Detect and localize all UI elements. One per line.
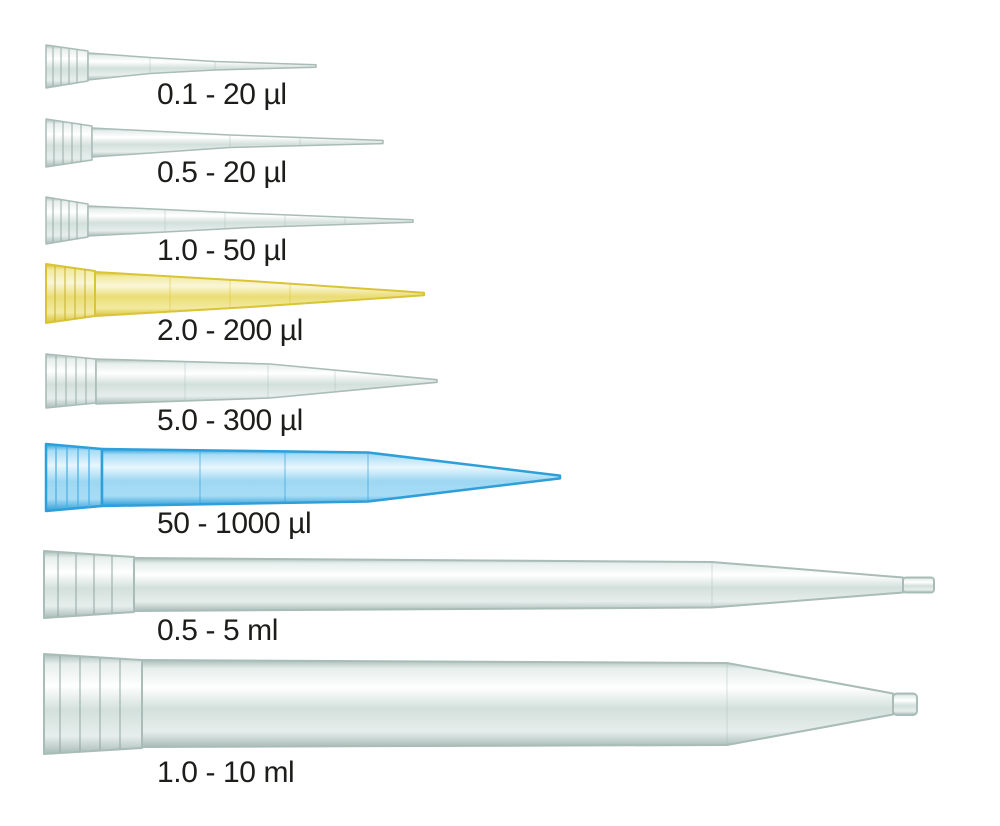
tip-cone <box>100 447 562 508</box>
tip-barrel <box>133 557 904 612</box>
volume-label: 2.0 - 200 µl <box>157 314 303 347</box>
volume-label: 0.5 - 20 µl <box>157 156 287 189</box>
volume-label: 1.0 - 50 µl <box>157 234 287 267</box>
tip-collar <box>45 118 93 168</box>
pipette-tip-10-10ml <box>43 653 918 755</box>
pipette-tip-10-50ul <box>45 196 414 245</box>
tip-body-group <box>43 550 935 619</box>
tip-end-cap <box>892 692 918 716</box>
pipette-tip-01-20ul <box>45 44 317 89</box>
collar-ridges <box>52 199 78 242</box>
mold-lines <box>199 452 369 503</box>
mold-lines <box>229 135 301 147</box>
mold-lines <box>169 277 291 311</box>
mold-lines <box>184 362 336 400</box>
tip-cone <box>87 52 317 81</box>
tip-body-group <box>45 263 425 324</box>
tip-collar <box>43 653 143 755</box>
pipette-tip-50-1000ul <box>44 442 562 513</box>
tip-barrel <box>141 659 894 748</box>
tip-collar <box>44 442 104 513</box>
collar-ridges <box>55 446 90 509</box>
mold-lines <box>149 58 216 73</box>
tip-cone <box>87 205 414 237</box>
collar-ridges <box>53 121 82 165</box>
volume-label: 0.1 - 20 µl <box>157 78 287 111</box>
pipette-tip-05-5ml <box>43 550 935 619</box>
tip-cone <box>91 127 384 158</box>
pipette-tip-50-300ul <box>45 353 438 409</box>
tip-cone <box>94 271 425 317</box>
tip-body-group <box>43 653 918 755</box>
collar-ridges <box>52 47 78 86</box>
volume-label: 0.5 - 5 ml <box>157 614 279 647</box>
volume-label: 50 - 1000 µl <box>157 507 312 540</box>
collar-ridges <box>57 553 113 616</box>
mold-lines <box>164 210 346 231</box>
collar-ridges <box>55 356 87 406</box>
pipette-tip-20-200ul <box>45 263 425 324</box>
tip-body-group <box>45 353 438 409</box>
volume-label: 5.0 - 300 µl <box>157 404 303 437</box>
collar-ridges <box>54 266 86 321</box>
collar-ridges <box>59 656 121 752</box>
volume-label: 1.0 - 10 ml <box>157 756 295 789</box>
tip-collar <box>45 353 97 409</box>
tip-end-cap <box>902 576 935 594</box>
tip-collar <box>45 263 96 324</box>
pipette-tip-05-20ul <box>45 118 384 168</box>
tip-body-group <box>44 442 562 513</box>
tip-cone <box>95 358 438 405</box>
